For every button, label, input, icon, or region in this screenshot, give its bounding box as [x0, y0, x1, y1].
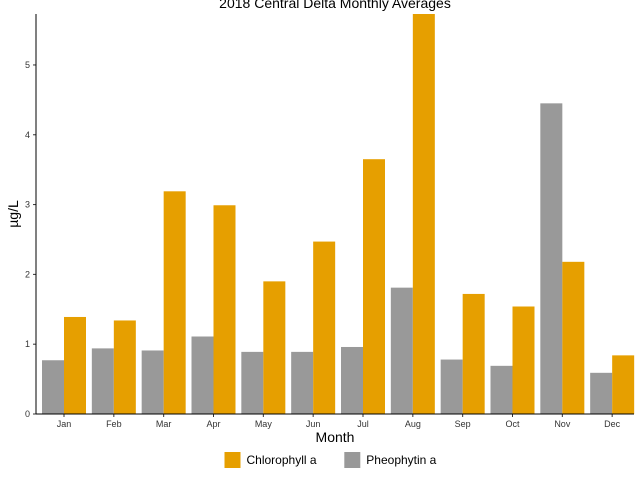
y-tick-label: 4	[25, 130, 30, 140]
x-tick-label-mar: Mar	[156, 419, 172, 429]
x-tick-label-aug: Aug	[405, 419, 421, 429]
bar-chlorophyll-a-nov	[562, 261, 585, 414]
bar-pheophytin-a-dec	[590, 372, 613, 414]
bar-pheophytin-a-jun	[291, 351, 314, 414]
legend: Chlorophyll a Pheophytin a	[224, 452, 437, 468]
bar-chlorophyll-a-may	[263, 281, 286, 414]
x-tick-label-jan: Jan	[57, 419, 72, 429]
legend-label-pheophytin-a: Pheophytin a	[366, 453, 436, 467]
bar-pheophytin-a-feb	[91, 348, 114, 414]
bar-pheophytin-a-sep	[440, 359, 463, 414]
bar-pheophytin-a-mar	[141, 350, 164, 414]
bar-chlorophyll-a-jul	[363, 159, 385, 414]
chart-title: 2018 Central Delta Monthly Averages	[219, 0, 451, 11]
y-tick-label: 2	[25, 269, 30, 279]
y-tick-label: 0	[25, 409, 30, 419]
x-tick-label-sep: Sep	[455, 419, 471, 429]
bar-chlorophyll-a-aug	[412, 14, 435, 414]
y-tick-label: 5	[25, 60, 30, 70]
x-tick-label-feb: Feb	[106, 419, 122, 429]
bar-chlorophyll-a-dec	[612, 355, 635, 414]
bar-pheophytin-a-aug	[390, 287, 413, 414]
y-axis-ticks: 0 1 2 3 4 5	[25, 60, 36, 419]
bar-chlorophyll-a-oct	[512, 306, 535, 414]
bar-pheophytin-a-nov	[540, 103, 563, 414]
bar-chlorophyll-a-mar	[163, 191, 186, 414]
x-tick-label-dec: Dec	[604, 419, 621, 429]
legend-swatch-pheophytin-a	[344, 452, 361, 468]
bar-pheophytin-a-jul	[341, 346, 363, 414]
y-tick-label: 1	[25, 339, 30, 349]
y-tick-label: 3	[25, 200, 30, 210]
bar-pheophytin-a-oct	[490, 365, 513, 414]
bar-pheophytin-a-apr	[191, 336, 214, 414]
x-axis-ticks: Jan Feb Mar Apr May Jun Jul Aug Sep Oct Nov Dec	[57, 414, 621, 429]
plot-area	[42, 14, 635, 414]
x-tick-label-jul: Jul	[357, 419, 369, 429]
bar-chlorophyll-a-sep	[462, 293, 485, 414]
legend-swatch-chlorophyll-a	[224, 452, 241, 468]
y-axis-title: µg/L	[5, 200, 21, 228]
bar-chlorophyll-a-jan	[64, 316, 86, 414]
bar-pheophytin-a-jan	[42, 360, 64, 414]
x-tick-label-may: May	[255, 419, 273, 429]
bar-pheophytin-a-may	[241, 351, 264, 414]
x-tick-label-oct: Oct	[505, 419, 520, 429]
x-tick-label-nov: Nov	[554, 419, 571, 429]
bar-chlorophyll-a-feb	[113, 320, 136, 414]
x-tick-label-jun: Jun	[306, 419, 321, 429]
bar-chlorophyll-a-apr	[213, 205, 236, 414]
bar-chlorophyll-a-jun	[313, 241, 336, 414]
x-tick-label-apr: Apr	[206, 419, 220, 429]
legend-label-chlorophyll-a: Chlorophyll a	[247, 453, 317, 467]
x-axis-title: Month	[316, 429, 355, 445]
